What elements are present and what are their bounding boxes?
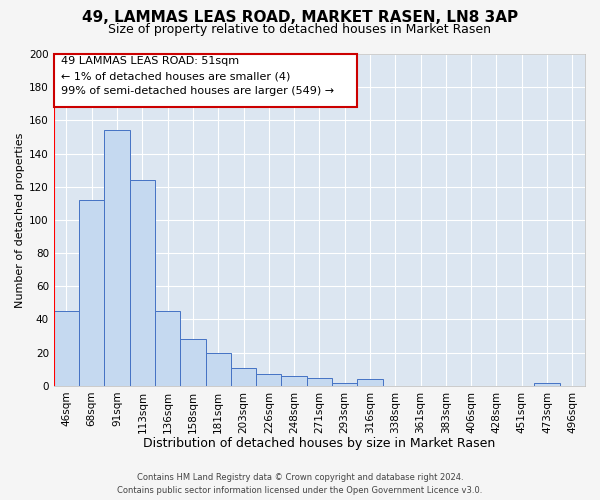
Bar — [130, 180, 155, 386]
Text: 49 LAMMAS LEAS ROAD: 51sqm: 49 LAMMAS LEAS ROAD: 51sqm — [61, 56, 239, 66]
Bar — [281, 376, 307, 386]
Bar — [307, 378, 332, 386]
Bar — [206, 352, 231, 386]
Bar — [535, 382, 560, 386]
Text: ← 1% of detached houses are smaller (4): ← 1% of detached houses are smaller (4) — [61, 72, 291, 82]
Text: 99% of semi-detached houses are larger (549) →: 99% of semi-detached houses are larger (… — [61, 86, 334, 97]
Bar — [104, 130, 130, 386]
Bar — [79, 200, 104, 386]
Bar — [231, 368, 256, 386]
Text: 49, LAMMAS LEAS ROAD, MARKET RASEN, LN8 3AP: 49, LAMMAS LEAS ROAD, MARKET RASEN, LN8 … — [82, 10, 518, 25]
Bar — [54, 54, 358, 107]
Bar — [155, 311, 180, 386]
Bar — [180, 340, 206, 386]
Bar — [332, 382, 358, 386]
X-axis label: Distribution of detached houses by size in Market Rasen: Distribution of detached houses by size … — [143, 437, 496, 450]
Bar — [54, 311, 79, 386]
Y-axis label: Number of detached properties: Number of detached properties — [15, 132, 25, 308]
Text: Size of property relative to detached houses in Market Rasen: Size of property relative to detached ho… — [109, 22, 491, 36]
Bar — [358, 379, 383, 386]
Text: Contains HM Land Registry data © Crown copyright and database right 2024.
Contai: Contains HM Land Registry data © Crown c… — [118, 473, 482, 495]
Bar — [256, 374, 281, 386]
